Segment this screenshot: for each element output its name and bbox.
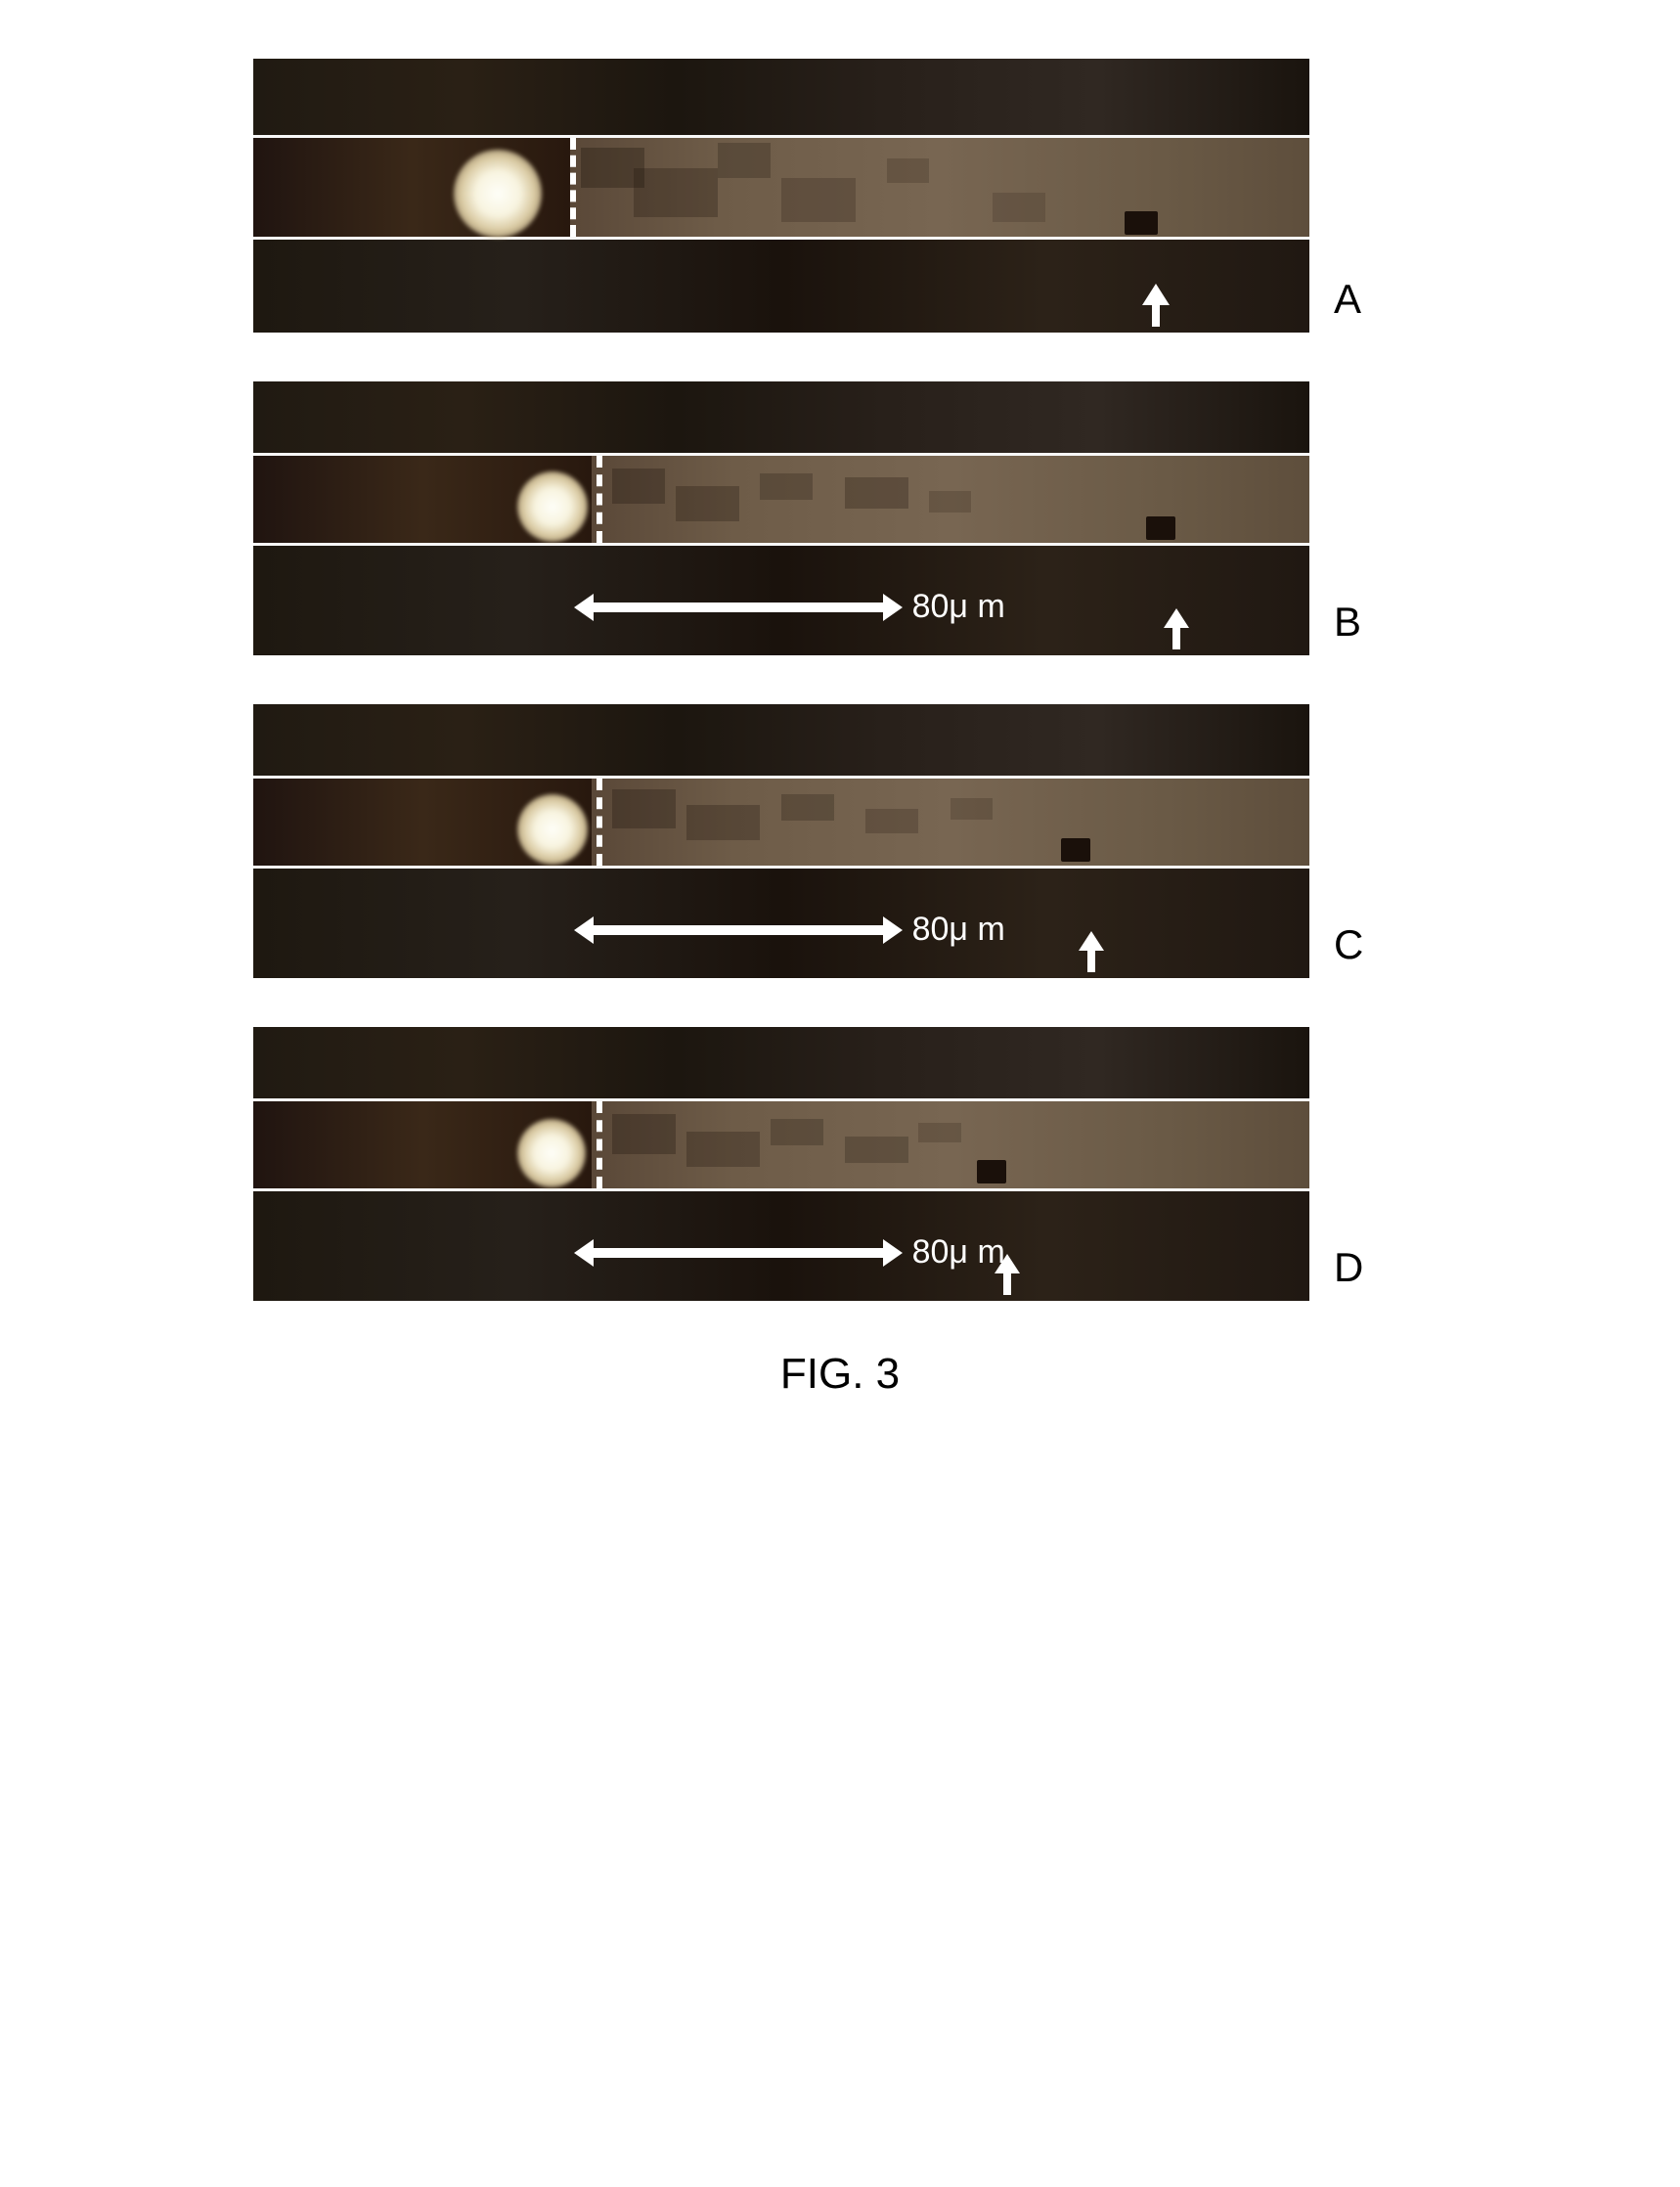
tracked-particle	[1125, 211, 1158, 235]
particle-noise	[865, 809, 918, 833]
tracked-particle	[1146, 516, 1175, 540]
scale-bar: 80μ m	[592, 1233, 1005, 1272]
laser-focus-spot	[517, 794, 588, 865]
outer-region-top	[253, 1027, 1309, 1098]
panel-label-b: B	[1334, 599, 1361, 646]
scale-bar-line	[592, 1248, 885, 1258]
panel-label-d: D	[1334, 1244, 1363, 1291]
panel-row-c: 80μ m C	[253, 704, 1427, 978]
particle-noise	[781, 178, 856, 222]
scale-bar-line	[592, 603, 885, 612]
particle-noise	[686, 805, 761, 840]
particle-noise	[612, 789, 676, 828]
scale-bar: 80μ m	[592, 588, 1005, 626]
scale-bar-label: 80μ m	[912, 1233, 1005, 1272]
panel-row-b: 80μ m B	[253, 381, 1427, 655]
boundary-marker-line	[597, 779, 602, 867]
panel-d-image: 80μ m	[253, 1027, 1309, 1301]
tracked-particle	[977, 1160, 1006, 1183]
particle-noise	[781, 794, 834, 821]
particle-noise	[929, 491, 971, 513]
panel-row-a: A	[253, 59, 1427, 333]
outer-region-top	[253, 59, 1309, 135]
panel-a-image	[253, 59, 1309, 333]
particle-noise	[760, 473, 813, 500]
panel-row-d: 80μ m D	[253, 1027, 1427, 1301]
boundary-marker-line	[570, 138, 576, 237]
panel-b-image: 80μ m	[253, 381, 1309, 655]
pointer-arrow-icon	[1140, 284, 1172, 327]
figure-3: A 80μ m	[253, 59, 1427, 1399]
particle-noise	[718, 143, 771, 177]
particle-noise	[612, 1114, 676, 1153]
scale-bar-line	[592, 925, 885, 935]
particle-noise	[634, 168, 718, 217]
laser-focus-spot	[517, 471, 588, 542]
laser-focus-spot	[517, 1119, 586, 1187]
boundary-marker-line	[597, 456, 602, 544]
pointer-arrow-icon	[1077, 931, 1106, 972]
particle-noise	[686, 1132, 761, 1167]
particle-noise	[887, 158, 929, 183]
microchannel	[253, 776, 1309, 870]
particle-noise	[951, 798, 993, 820]
figure-caption: FIG. 3	[253, 1350, 1427, 1399]
scale-bar-label: 80μ m	[912, 588, 1005, 626]
microchannel	[253, 453, 1309, 547]
outer-region-top	[253, 704, 1309, 776]
scale-bar-label: 80μ m	[912, 911, 1005, 949]
pointer-arrow-icon	[1162, 608, 1191, 649]
particle-noise	[845, 477, 908, 508]
panel-c-image: 80μ m	[253, 704, 1309, 978]
outer-region-top	[253, 381, 1309, 453]
panel-label-a: A	[1334, 276, 1361, 323]
scale-bar: 80μ m	[592, 911, 1005, 949]
particle-noise	[612, 469, 665, 504]
boundary-marker-line	[597, 1101, 602, 1189]
particle-noise	[993, 193, 1045, 222]
microchannel	[253, 1098, 1309, 1192]
microchannel	[253, 135, 1309, 240]
panel-label-c: C	[1334, 921, 1363, 968]
tracked-particle	[1061, 838, 1090, 862]
particle-noise	[918, 1123, 960, 1142]
particle-noise	[845, 1137, 908, 1163]
particle-noise	[771, 1119, 823, 1145]
particle-noise	[676, 486, 739, 521]
